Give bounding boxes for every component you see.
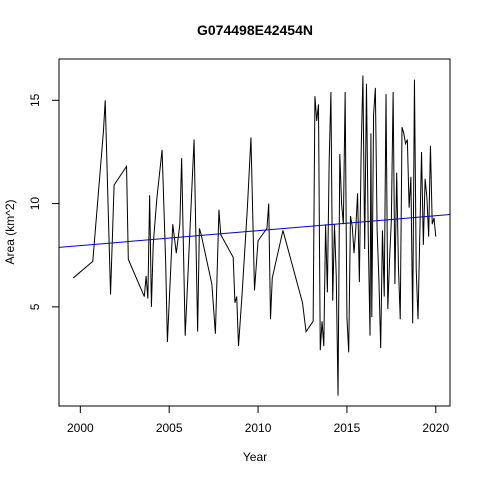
x-tick-label: 2000 <box>67 421 94 435</box>
x-tick-label: 2005 <box>156 421 183 435</box>
y-tick-label: 15 <box>28 93 42 107</box>
y-tick-label: 10 <box>28 197 42 211</box>
x-tick-label: 2010 <box>245 421 272 435</box>
trend-line <box>58 214 451 248</box>
x-axis-label: Year <box>243 450 267 464</box>
x-axis: 2000 2005 2010 2015 2020 <box>67 405 449 435</box>
x-tick-label: 2015 <box>334 421 361 435</box>
y-axis-label: Area (km^2) <box>3 200 17 265</box>
y-tick-label: 5 <box>28 303 42 310</box>
x-tick-label: 2020 <box>422 421 449 435</box>
y-axis: 5 10 15 <box>28 93 60 310</box>
plot-frame <box>58 58 451 407</box>
area-series-line <box>72 75 437 396</box>
chart-title: G074498E42454N <box>197 22 313 38</box>
series-layer <box>58 75 451 396</box>
